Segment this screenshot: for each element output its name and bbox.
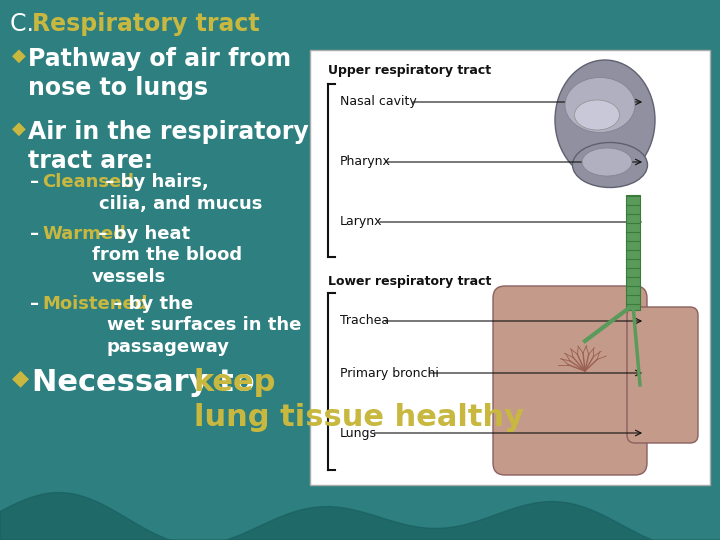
Text: Primary bronchi: Primary bronchi (340, 367, 439, 380)
Text: Moistened: Moistened (42, 295, 148, 313)
Text: Pathway of air from
nose to lungs: Pathway of air from nose to lungs (28, 47, 291, 100)
Text: Pharynx: Pharynx (340, 156, 391, 168)
Bar (310, 50, 710, 485)
FancyBboxPatch shape (493, 286, 647, 475)
Text: Trachea: Trachea (340, 314, 389, 327)
Text: keep
lung tissue healthy: keep lung tissue healthy (194, 368, 524, 432)
Ellipse shape (582, 148, 632, 176)
Text: –: – (30, 173, 45, 191)
Text: –: – (30, 295, 45, 313)
Text: Lungs: Lungs (340, 427, 377, 440)
Text: ◆: ◆ (12, 120, 26, 138)
Text: Larynx: Larynx (340, 215, 382, 228)
Text: Upper respiratory tract: Upper respiratory tract (328, 64, 491, 77)
Text: Necessary to: Necessary to (32, 368, 265, 397)
Ellipse shape (572, 143, 647, 187)
Text: ◆: ◆ (12, 47, 26, 65)
Text: C.: C. (10, 12, 41, 36)
Text: Air in the respiratory
tract are:: Air in the respiratory tract are: (28, 120, 309, 173)
Text: Lower respiratory tract: Lower respiratory tract (328, 275, 491, 288)
Bar (626, 195, 640, 310)
Text: ◆: ◆ (12, 368, 29, 388)
Text: – by the
wet surfaces in the
passageway: – by the wet surfaces in the passageway (107, 295, 302, 356)
Ellipse shape (575, 100, 619, 130)
Text: Nasal cavity: Nasal cavity (340, 96, 417, 109)
Ellipse shape (555, 60, 655, 180)
Ellipse shape (565, 78, 635, 132)
FancyBboxPatch shape (627, 307, 698, 443)
Text: Cleansed: Cleansed (42, 173, 134, 191)
Text: –: – (30, 225, 45, 243)
Text: – by hairs,
cilia, and mucus: – by hairs, cilia, and mucus (99, 173, 262, 213)
Text: Warmed: Warmed (42, 225, 126, 243)
Text: – by heat
from the blood
vessels: – by heat from the blood vessels (92, 225, 242, 286)
Text: Respiratory tract: Respiratory tract (32, 12, 260, 36)
